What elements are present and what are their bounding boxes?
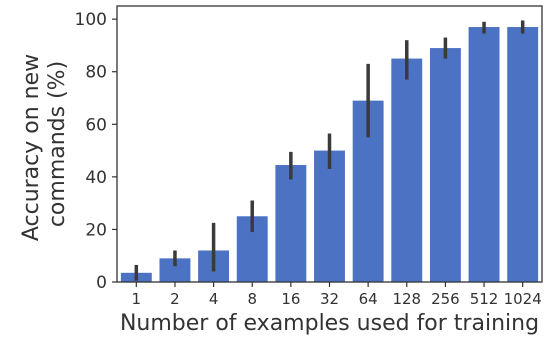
bar-32	[314, 150, 345, 282]
y-tick-label-100: 100	[75, 10, 107, 30]
y-axis-label-line-1: Accuracy on new	[19, 54, 44, 241]
x-tick-label-16: 16	[281, 290, 300, 308]
x-tick-label-256: 256	[431, 290, 460, 308]
bar-512	[468, 27, 500, 283]
x-tick-label-1: 1	[132, 290, 142, 308]
plot-frame	[116, 5, 543, 283]
error-bars-layer	[134, 20, 525, 281]
x-tick-label-1024: 1024	[504, 290, 542, 308]
bar-256	[429, 48, 461, 282]
bar-16	[275, 165, 307, 282]
y-tick-label-20: 20	[85, 220, 107, 240]
x-tick-label-512: 512	[470, 290, 499, 308]
y-axis-label: Accuracy on new commands (%)	[19, 47, 70, 241]
x-tick-label-2: 2	[170, 290, 180, 308]
y-tick-label-0: 0	[96, 273, 107, 293]
y-tick-label-60: 60	[85, 115, 107, 135]
y-axis-label-line-2: commands (%)	[45, 61, 70, 227]
x-tick-label-32: 32	[320, 290, 339, 308]
x-axis-label: Number of examples used for training	[120, 311, 539, 336]
ticks-layer: 1 2 4 8 16 32 64 128 256 512 1024 0 20 40 60 80 100	[75, 10, 542, 308]
bar-2	[159, 258, 191, 282]
bar-1024	[507, 27, 539, 283]
bars-layer	[120, 27, 539, 283]
x-tick-label-4: 4	[209, 290, 219, 308]
x-tick-label-64: 64	[359, 290, 378, 308]
x-tick-label-128: 128	[392, 290, 421, 308]
x-tick-label-8: 8	[247, 290, 257, 308]
bar-128	[391, 58, 423, 283]
y-tick-label-40: 40	[85, 168, 107, 188]
y-tick-label-80: 80	[85, 63, 107, 83]
